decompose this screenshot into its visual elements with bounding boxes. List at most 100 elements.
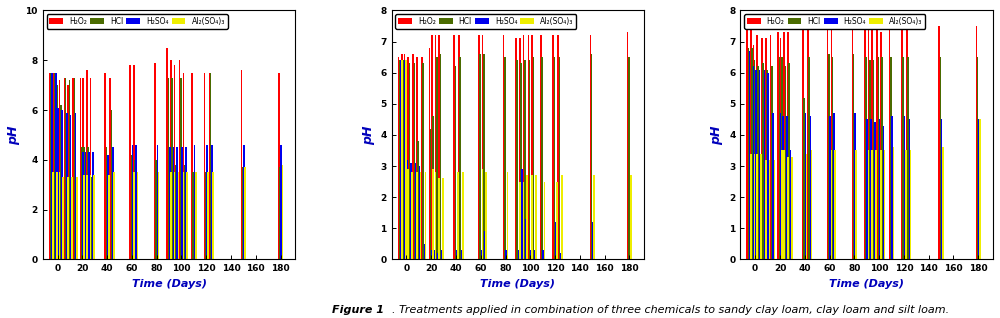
Bar (866, 119, 868, 259)
Bar (59, 80, 60, 259)
Bar (531, 35, 533, 259)
X-axis label: Time (Days): Time (Days) (829, 279, 904, 289)
Bar (243, 145, 245, 259)
Bar (780, 38, 781, 259)
Bar (782, 116, 784, 259)
Bar (832, 57, 833, 259)
Bar (791, 157, 793, 259)
Bar (405, 63, 407, 259)
Bar (504, 57, 506, 259)
Bar (883, 126, 884, 259)
Bar (50, 73, 52, 259)
Bar (181, 147, 183, 259)
Bar (195, 172, 197, 259)
Bar (401, 54, 403, 259)
Bar (86, 175, 88, 259)
Bar (485, 172, 487, 259)
Bar (431, 250, 433, 259)
Bar (831, 150, 832, 259)
Bar (81, 147, 83, 259)
Bar (873, 60, 874, 259)
Bar (890, 57, 892, 259)
Bar (133, 65, 135, 259)
Bar (111, 110, 112, 259)
Bar (757, 66, 759, 259)
Bar (442, 178, 444, 259)
Bar (87, 147, 89, 259)
Bar (55, 73, 57, 259)
Bar (52, 73, 54, 259)
Bar (525, 219, 527, 259)
Bar (771, 66, 773, 259)
Bar (627, 32, 628, 259)
Bar (56, 172, 58, 259)
Text: (b): (b) (399, 18, 420, 31)
Bar (762, 63, 764, 259)
Bar (431, 35, 433, 259)
Bar (746, 23, 748, 259)
Bar (134, 160, 136, 259)
Bar (853, 54, 854, 259)
Bar (132, 145, 133, 259)
Bar (942, 147, 944, 259)
Bar (901, 26, 903, 259)
Bar (242, 167, 244, 259)
Bar (104, 73, 106, 259)
Bar (628, 57, 630, 259)
Bar (910, 150, 911, 259)
X-axis label: Time (Days): Time (Days) (480, 279, 555, 289)
Bar (90, 175, 91, 259)
Bar (879, 119, 880, 259)
Y-axis label: pH: pH (362, 125, 375, 145)
Bar (479, 54, 481, 259)
Bar (56, 85, 58, 259)
Bar (420, 172, 421, 259)
Bar (411, 172, 413, 259)
Bar (870, 119, 872, 259)
Bar (178, 172, 179, 259)
Bar (769, 160, 770, 259)
Bar (461, 250, 462, 259)
Bar (76, 177, 78, 259)
Bar (788, 63, 790, 259)
Bar (880, 150, 882, 259)
Bar (54, 73, 55, 259)
Bar (212, 172, 214, 259)
Bar (72, 78, 74, 259)
Bar (175, 165, 177, 259)
Bar (135, 145, 137, 259)
Bar (437, 253, 439, 259)
Bar (540, 35, 542, 259)
Bar (868, 26, 869, 259)
Bar (979, 119, 981, 259)
Bar (65, 78, 66, 259)
Bar (630, 175, 632, 259)
Bar (876, 26, 878, 259)
Bar (875, 150, 877, 259)
Bar (412, 54, 414, 259)
Bar (833, 113, 835, 259)
Bar (829, 116, 831, 259)
Bar (884, 150, 885, 259)
Bar (429, 48, 430, 259)
Bar (169, 147, 171, 259)
Bar (438, 35, 440, 259)
Bar (828, 54, 830, 259)
Bar (278, 73, 280, 259)
Bar (559, 57, 560, 259)
Bar (855, 150, 857, 259)
Bar (802, 23, 804, 259)
Bar (186, 172, 188, 259)
Bar (55, 73, 57, 259)
Bar (761, 38, 763, 259)
Bar (462, 172, 464, 259)
Bar (83, 175, 85, 259)
Bar (765, 160, 767, 259)
Bar (754, 60, 755, 259)
Bar (113, 172, 115, 259)
Bar (891, 116, 893, 259)
Bar (831, 26, 832, 259)
Bar (785, 66, 786, 259)
Bar (66, 113, 68, 259)
Bar (978, 119, 980, 259)
